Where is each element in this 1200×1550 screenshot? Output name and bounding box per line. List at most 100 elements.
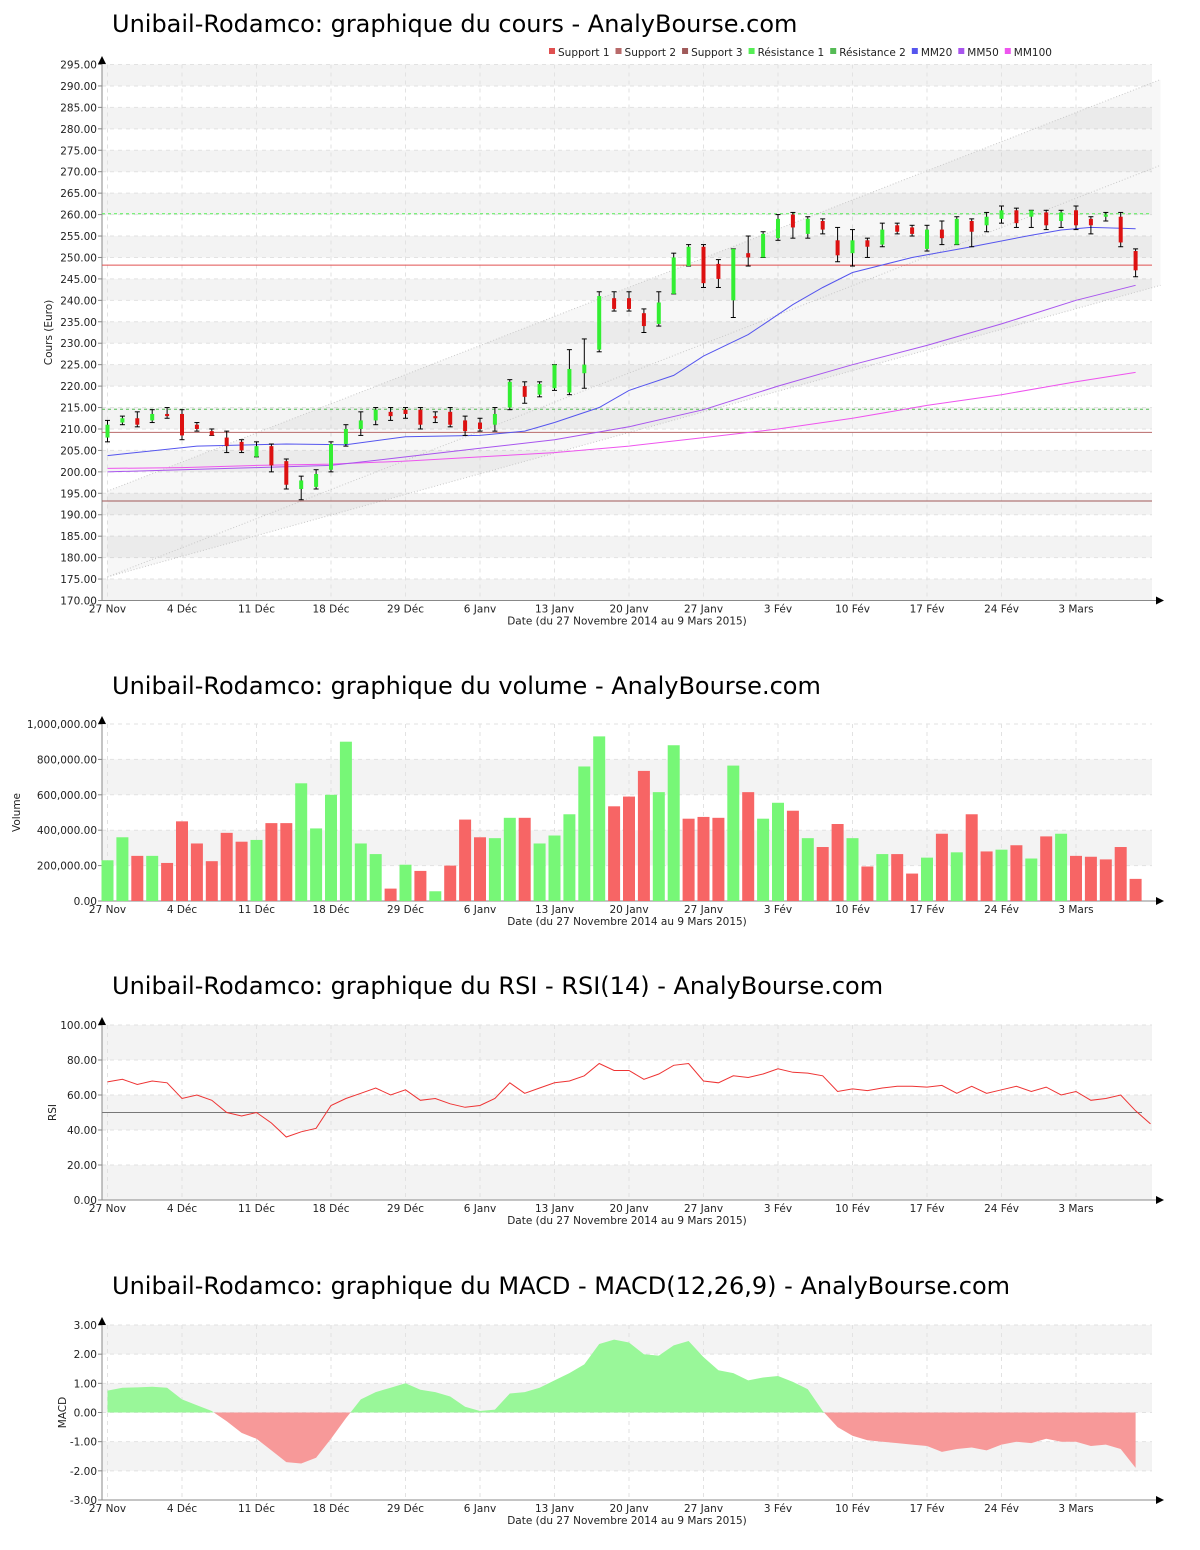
volume-bar xyxy=(1129,878,1142,901)
x-axis-arrow xyxy=(1156,897,1164,905)
x-axis-arrow xyxy=(1156,596,1164,605)
x-tick-label: 18 Déc xyxy=(312,604,349,616)
legend-swatch xyxy=(615,48,622,54)
candle-body xyxy=(314,474,319,487)
volume-bar xyxy=(995,849,1008,901)
grid-band xyxy=(102,236,1152,258)
x-tick-label: 3 Mars xyxy=(1058,1203,1093,1215)
volume-bar xyxy=(578,766,591,901)
y-axis-title: MACD xyxy=(57,1397,69,1428)
volume-bar xyxy=(786,810,799,901)
candle-body xyxy=(1088,218,1093,226)
y-axis-title: Cours (Euro) xyxy=(43,300,55,366)
x-tick-label: 27 Janv xyxy=(684,604,723,616)
candle-body xyxy=(597,296,602,350)
volume-bar xyxy=(101,860,114,901)
y-tick-label: 400,000.00 xyxy=(37,825,97,837)
candle-body xyxy=(895,225,900,232)
x-tick-label: 3 Fév xyxy=(764,1203,792,1215)
x-tick-label: 3 Fév xyxy=(764,1503,792,1515)
trend-channel-upper xyxy=(107,79,1161,492)
x-tick-label: 6 Janv xyxy=(464,604,496,616)
candle-body xyxy=(1044,212,1049,226)
candle-body xyxy=(746,253,751,258)
candle-body xyxy=(329,443,333,470)
y-tick-label: 225.00 xyxy=(60,360,97,372)
x-tick-label: 27 Janv xyxy=(684,1503,723,1515)
volume-bar xyxy=(369,854,382,901)
volume-bar xyxy=(488,838,501,901)
legend-label: Support 3 xyxy=(691,47,743,59)
x-tick-label: 20 Janv xyxy=(609,904,648,916)
volume-chart-title: Unibail-Rodamco: graphique du volume - A… xyxy=(112,672,821,700)
candle-body xyxy=(478,422,482,429)
candle-body xyxy=(820,221,825,230)
candle-body xyxy=(150,413,155,421)
volume-bar xyxy=(429,891,442,901)
x-tick-label: 10 Fév xyxy=(835,1203,870,1215)
x-tick-label: 17 Fév xyxy=(910,604,945,616)
grid-band xyxy=(102,364,1152,387)
volume-bar xyxy=(176,821,188,901)
candle-body xyxy=(552,364,557,389)
volume-bar xyxy=(399,864,412,901)
legend-swatch xyxy=(830,48,837,54)
mm100-line xyxy=(107,371,1136,469)
volume-bar xyxy=(1025,858,1038,901)
y-tick-label: 0.00 xyxy=(74,1408,97,1420)
volume-bar xyxy=(503,817,516,901)
macd-panel: Unibail-Rodamco: graphique du MACD - MAC… xyxy=(0,1260,1200,1550)
candle-body xyxy=(999,210,1004,219)
grid-band xyxy=(102,1025,1152,1060)
candle-body xyxy=(731,248,736,301)
y-tick-label: 60.00 xyxy=(67,1090,97,1102)
volume-bar xyxy=(1099,859,1112,901)
volume-bar xyxy=(757,818,770,901)
candle-body xyxy=(790,214,795,228)
x-tick-label: 27 Nov xyxy=(89,1203,126,1215)
candle-body xyxy=(209,431,214,436)
rsi-chart: 0.00 20.00 40.00 60.00 80.00 100.00 27 Nov 4 Dé… xyxy=(47,1017,1164,1227)
x-tick-label: 4 Déc xyxy=(167,1203,198,1215)
grid-band xyxy=(102,193,1152,215)
candle-body xyxy=(1133,251,1138,271)
trend-channel-middle xyxy=(107,164,1161,578)
legend-swatch xyxy=(958,48,965,54)
volume-bar xyxy=(637,770,650,901)
x-tick-label: 17 Fév xyxy=(910,1503,945,1515)
candle-body xyxy=(1118,216,1123,243)
grid-band xyxy=(102,150,1152,172)
y-tick-label: 0.00 xyxy=(74,1195,97,1207)
volume-bar xyxy=(1114,847,1127,901)
candle-body xyxy=(969,221,974,232)
candle-body xyxy=(641,313,646,327)
candle-body xyxy=(984,216,989,226)
y-tick-label: 200.00 xyxy=(60,467,97,479)
x-tick-label: 17 Fév xyxy=(910,1203,945,1215)
volume-bar xyxy=(846,838,859,901)
volume-bar xyxy=(280,823,293,901)
candle-body xyxy=(880,229,885,245)
volume-bar xyxy=(742,792,755,901)
x-axis-title: Date (du 27 Novembre 2014 au 9 Mars 2015… xyxy=(507,1515,747,1527)
volume-bar xyxy=(816,847,829,901)
volume-bar xyxy=(131,855,144,901)
grid-band xyxy=(102,450,1152,472)
legend-swatch xyxy=(1004,48,1011,54)
y-tick-label: 40.00 xyxy=(67,1125,97,1137)
candle-body xyxy=(850,240,855,254)
volume-chart: 0.00 200,000.00 400,000.00 600,000.00 800,00… xyxy=(11,716,1164,928)
x-tick-label: 20 Janv xyxy=(609,1503,648,1515)
y-tick-label: 280.00 xyxy=(60,124,97,136)
x-tick-label: 13 Janv xyxy=(535,604,574,616)
x-tick-label: 10 Fév xyxy=(835,1503,870,1515)
volume-bar xyxy=(310,828,323,901)
x-tick-label: 17 Fév xyxy=(910,904,945,916)
y-tick-label: 245.00 xyxy=(60,274,97,286)
y-tick-label: -2.00 xyxy=(70,1466,97,1478)
x-tick-label: 6 Janv xyxy=(464,1203,496,1215)
y-tick-label: 0.00 xyxy=(74,896,97,908)
volume-bar xyxy=(295,783,308,901)
volume-bar xyxy=(220,832,233,901)
candle-body xyxy=(701,246,706,284)
